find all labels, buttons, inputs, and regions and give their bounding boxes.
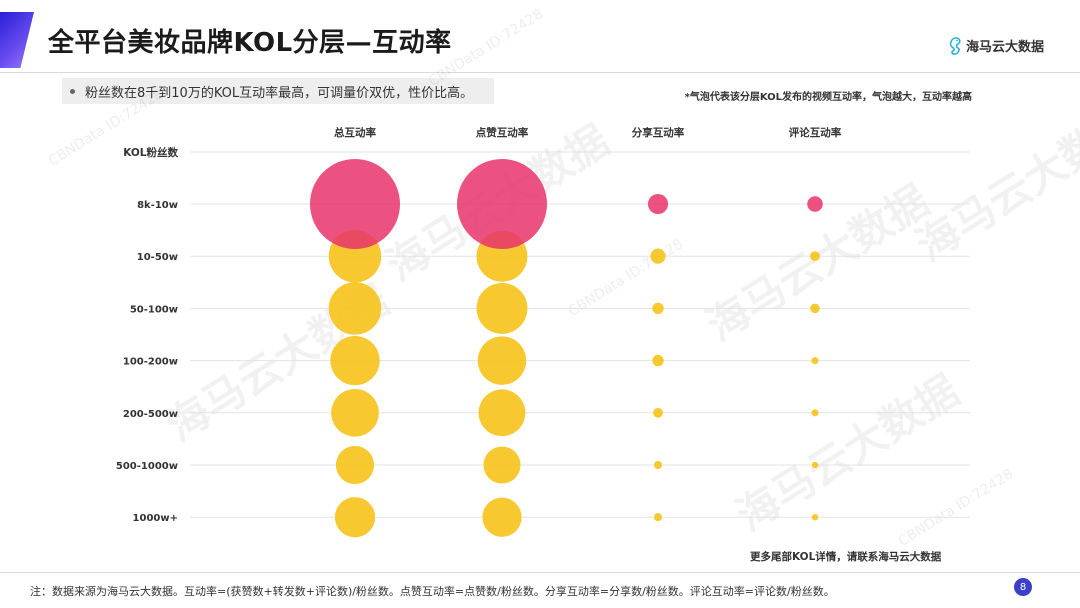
summary-bullet: 粉丝数在8千到10万的KOL互动率最高，可调量价双优，性价比高。 [62,78,494,104]
bubble [811,461,819,469]
brand-logo: 海马云大数据 [947,36,1044,55]
column-header-label: 评论互动率 [789,126,842,139]
bubble [482,497,522,537]
column-header-label: 总互动率 [334,126,376,139]
row-label: 500-1000w [116,461,178,472]
column-header-label: 分享互动率 [632,126,685,139]
footer-divider [0,572,1080,573]
bubble [476,282,528,334]
row-header-label: KOL粉丝数 [123,146,178,159]
seahorse-icon [949,36,961,55]
bubble-note: *气泡代表该分层KOL发布的视频互动率，气泡越大，互动率越高 [684,92,972,103]
row-label: 50-100w [130,304,178,315]
logo-text: 海马云大数据 [965,40,1044,55]
bubble [652,354,664,367]
more-info-text: 更多尾部KOL详情，请联系海马云大数据 [750,551,942,563]
row-label: 8k-10w [137,200,178,211]
bubble [810,251,820,262]
bubble [457,159,547,249]
column-header-label: 点赞互动率 [476,126,529,139]
page-title: 全平台美妆品牌KOL分层—互动率 [48,28,452,58]
footnote: 注：数据来源为海马云大数据。互动率=(获赞数+转发数+评论数)/粉丝数。点赞互动… [30,585,835,598]
bubble [811,514,819,521]
bubble [653,513,663,522]
bubble [811,357,819,365]
bubble [334,497,376,538]
bubble [647,193,669,215]
bubble [483,446,521,484]
bubble [653,407,663,418]
bubble [330,335,380,386]
bubble [652,302,664,315]
bubble [807,196,823,212]
bubble [653,460,663,470]
bubble [478,389,526,437]
bubble [810,303,820,314]
bubble [328,282,382,335]
page-number: 8 [1014,578,1032,596]
bubble [335,445,375,485]
title-divider [0,72,1080,73]
row-label: 200-500w [123,409,178,420]
bubble [650,248,666,264]
bubble [331,388,379,437]
row-label: 10-50w [137,252,178,263]
bubble [310,159,400,249]
summary-text: 粉丝数在8千到10万的KOL互动率最高，可调量价双优，性价比高。 [85,85,474,101]
bullet-dot-icon [70,88,75,94]
row-label: 100-200w [123,357,178,368]
row-label: 1000w+ [133,513,178,524]
bubble [477,336,527,385]
bubble [811,409,819,417]
